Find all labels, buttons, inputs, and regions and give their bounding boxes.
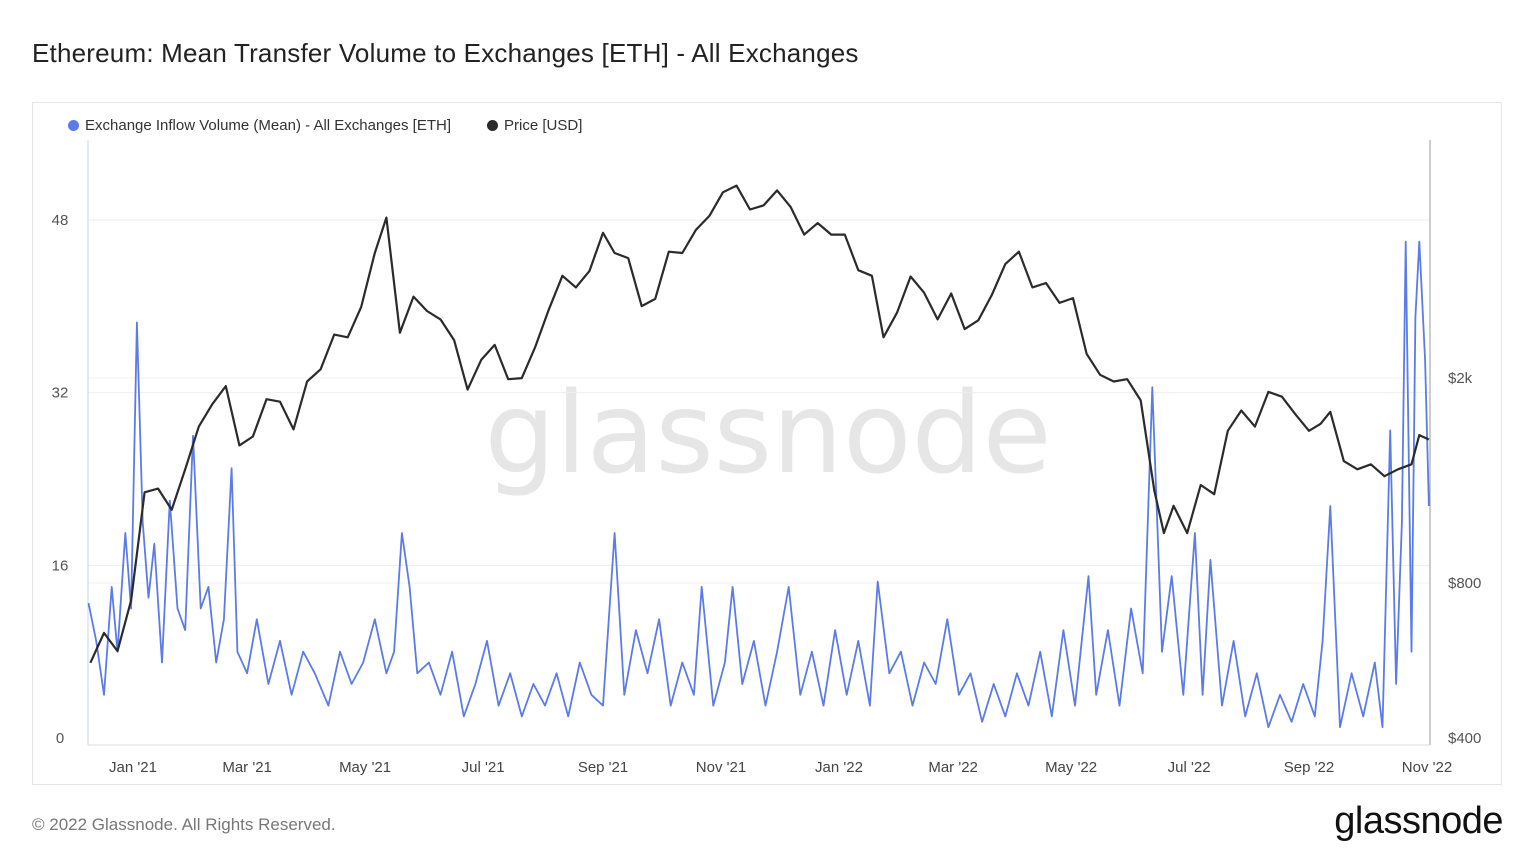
legend-dot-black-icon [487,120,499,131]
y-right-tick-label: $400 [1448,730,1481,747]
legend-item-price[interactable]: Price [USD] [487,117,582,134]
chart-frame [32,102,1502,785]
x-tick-label: May '22 [1045,759,1097,776]
legend-label: Price [USD] [504,117,583,134]
x-tick-label: Nov '21 [696,759,746,776]
series-lines [87,184,1430,729]
y-right-tick-label: $2k [1448,370,1473,387]
x-tick-label: Jul '21 [462,759,505,776]
x-tick-label: Nov '22 [1402,759,1452,776]
inflow-volume-line [87,240,1430,729]
x-tick-label: Mar '21 [222,759,272,776]
x-tick-label: Sep '22 [1284,759,1334,776]
chart-title: Ethereum: Mean Transfer Volume to Exchan… [32,38,859,68]
glassnode-logo: glassnode [1334,800,1503,842]
legend-dot-blue-icon [68,120,79,131]
x-tick-label: Sep '21 [578,759,628,776]
axes: 0 16 32 48 $400 $800 $2k Jan '21 Mar '21 May '21 J… [52,140,1481,776]
y-left-tick-label: 16 [52,557,69,574]
price-line [89,184,1430,664]
x-tick-label: Jan '22 [815,759,863,776]
copyright: © 2022 Glassnode. All Rights Reserved. [32,815,336,834]
legend: Exchange Inflow Volume (Mean) - All Exch… [68,117,582,134]
watermark: glassnode [484,369,1051,499]
legend-label: Exchange Inflow Volume (Mean) - All Exch… [85,117,452,134]
y-left-tick-label: 32 [52,385,69,402]
x-tick-label: Jan '21 [109,759,157,776]
y-left-tick-label: 48 [52,212,69,229]
y-right-tick-label: $800 [1448,575,1481,592]
x-tick-label: Jul '22 [1168,759,1211,776]
x-tick-label: May '21 [339,759,391,776]
y-left-tick-label: 0 [56,730,64,747]
x-tick-label: Mar '22 [928,759,978,776]
legend-item-inflow-volume[interactable]: Exchange Inflow Volume (Mean) - All Exch… [68,117,451,134]
